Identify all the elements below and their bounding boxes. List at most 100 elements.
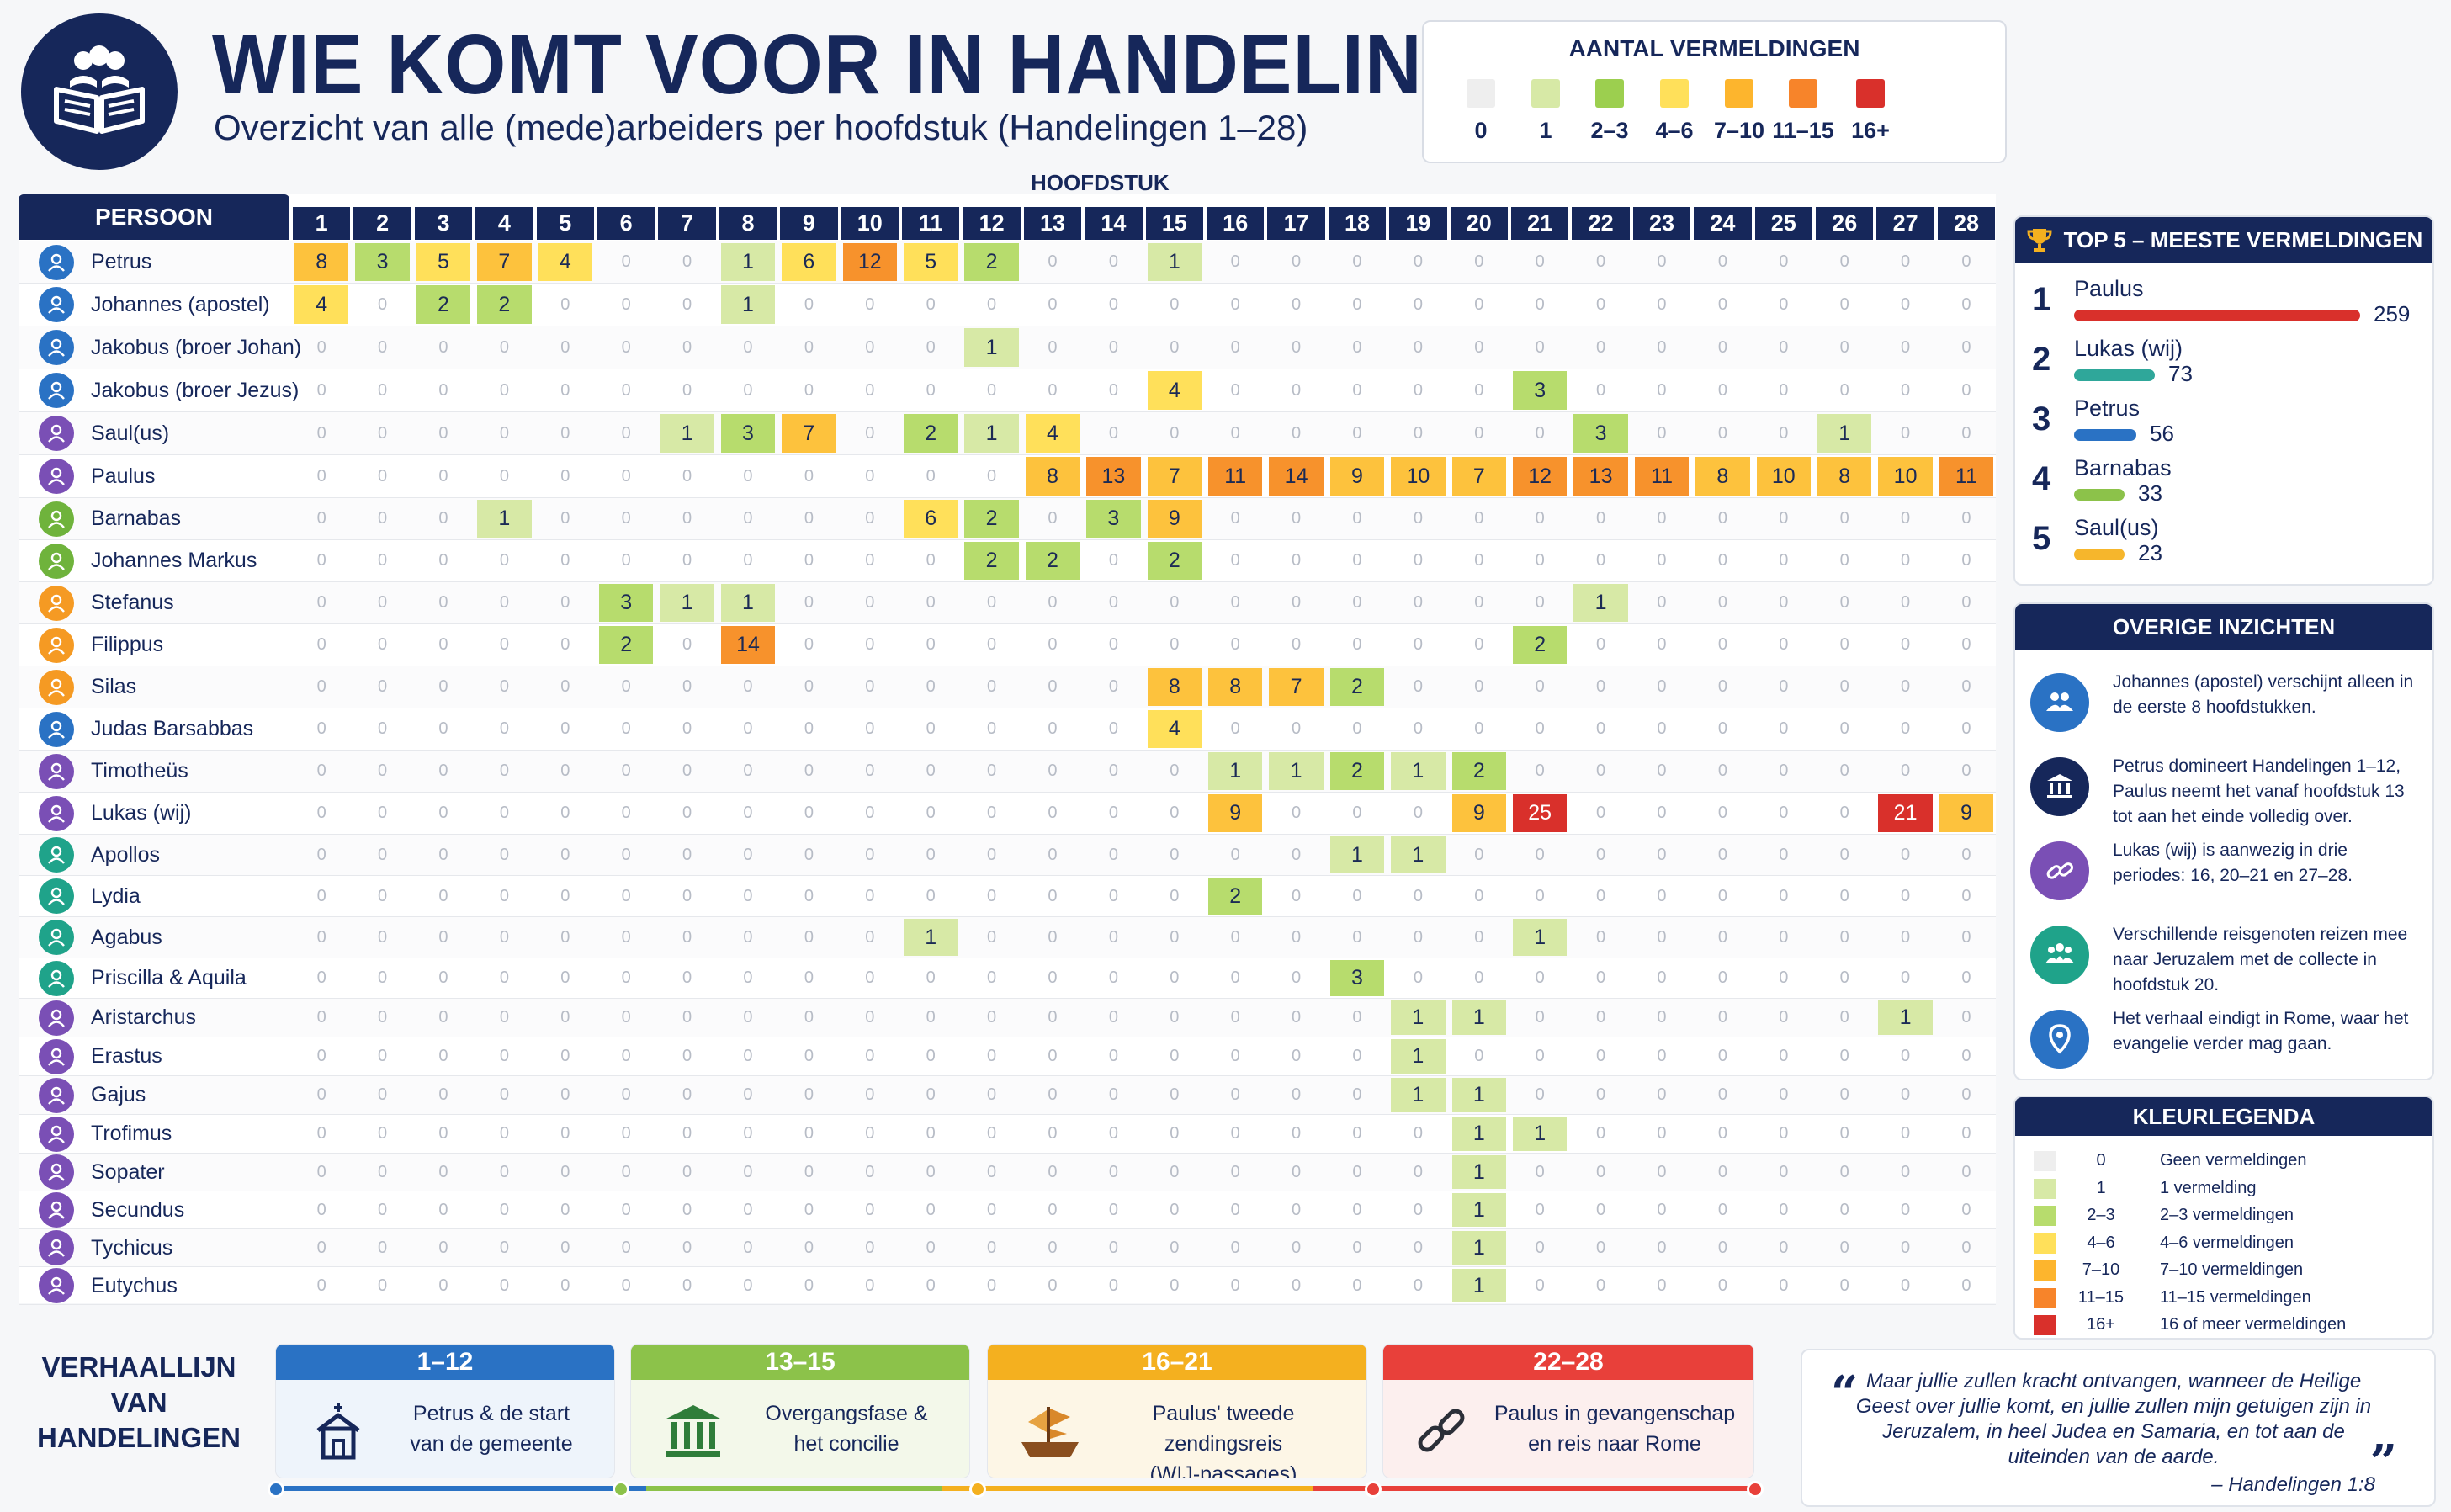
heat-cell: 0	[682, 677, 692, 696]
heat-cell: 0	[1901, 1085, 1911, 1104]
table-row: Jakobus (broer Jezus) 0 0 0 0 0 0 0 0 0 0 0 0 0 0 4 0 0 0 0…	[19, 369, 1996, 412]
heat-cell: 0	[1779, 380, 1789, 400]
heat-cell: 0	[1839, 1085, 1849, 1104]
heat-cell: 0	[1779, 509, 1789, 528]
person-name: Lydia	[91, 883, 141, 908]
quote-close-mark: ”	[2369, 1435, 2397, 1490]
heat-cell: 0	[1413, 1238, 1423, 1257]
heat-cell: 2	[1147, 542, 1202, 580]
heat-cell: 14	[1269, 457, 1324, 496]
color-legend-swatch	[2034, 1260, 2056, 1281]
heat-cell: 0	[438, 1008, 448, 1027]
person-name: Trofimus	[91, 1122, 172, 1145]
heat-cell: 0	[1230, 1276, 1240, 1295]
top5-name: Petrus	[2074, 395, 2141, 421]
person-name: Stefanus	[91, 591, 174, 614]
heat-cell: 0	[1292, 1162, 1302, 1181]
heat-cell: 0	[1717, 1124, 1727, 1143]
heat-cell: 0	[1596, 761, 1606, 780]
heat-cell: 0	[1170, 635, 1180, 654]
storyline-phase-line: het concilie	[793, 1432, 899, 1456]
heat-cell: 0	[743, 1047, 753, 1065]
heat-cell: 3	[1513, 371, 1568, 410]
heat-cell: 0	[1292, 804, 1302, 822]
storyline-phase-line: Overgangsfase &	[765, 1402, 928, 1425]
heat-cell: 0	[1839, 968, 1849, 987]
heat-cell: 0	[560, 1200, 570, 1219]
heat-cell: 0	[1596, 252, 1606, 271]
heat-cell: 0	[1535, 1008, 1545, 1027]
person-icon	[39, 373, 74, 408]
insights-header: OVERIGE INZICHTEN	[2015, 604, 2432, 650]
top5-value: 73	[2168, 361, 2193, 386]
heat-cell: 0	[560, 1085, 570, 1104]
heat-cell: 0	[1901, 294, 1911, 314]
heat-cell: 0	[1657, 719, 1667, 738]
heat-cell: 2	[964, 500, 1019, 538]
heat-cell: 0	[1352, 886, 1362, 905]
table-row: Apollos 0 0 0 0 0 0 0 0 0 0 0 0 0 0 0 0 0 1 1 0 0 0 0 0 0 0 0 0	[19, 835, 1996, 876]
person-cell: Secundus	[19, 1191, 289, 1228]
insight-text: Petrus domineert Handelingen 1–12, Paulu…	[2113, 756, 2405, 826]
heat-cell: 0	[1596, 1200, 1606, 1219]
heat-cell: 0	[1230, 1124, 1240, 1143]
heat-cell: 0	[378, 337, 388, 357]
heat-cell: 0	[378, 635, 388, 654]
heat-cell: 0	[1170, 1238, 1180, 1257]
chapter-header: 22	[1572, 207, 1630, 240]
page-title: WIE KOMT VOOR IN HANDELINGEN?	[212, 18, 1646, 112]
heat-cell: 0	[499, 968, 509, 987]
person-cell: Aristarchus	[19, 999, 289, 1037]
color-legend-row: 4–6 4–6 vermeldingen	[2034, 1230, 2421, 1257]
heat-cell: 0	[1596, 380, 1606, 400]
color-legend-value: 0	[2096, 1151, 2106, 1170]
heat-cell: 0	[1839, 677, 1849, 696]
chapter-header: 13	[1023, 207, 1082, 240]
count-legend-item: 7–10	[1706, 79, 1773, 144]
heat-cell: 0	[438, 509, 448, 528]
count-legend-swatch	[1467, 79, 1495, 108]
heat-cell: 0	[560, 1047, 570, 1065]
person-cell: Erastus	[19, 1037, 289, 1075]
chapter-header: 19	[1389, 207, 1447, 240]
heat-cell: 1	[1391, 1078, 1446, 1112]
heat-cell: 0	[1961, 294, 1971, 314]
heat-cell: 4	[1025, 414, 1080, 453]
heat-cell: 0	[1535, 593, 1545, 612]
table-row: Saul(us) 0 0 0 0 0 0 1 3 7 0 2 1 4 0 0 0 0 0 0 0 0 3 0 0 0 1 0 0	[19, 412, 1996, 455]
heat-cell: 0	[743, 927, 753, 947]
heat-cell: 0	[560, 719, 570, 738]
insights-panel: OVERIGE INZICHTEN Johannes (apostel) ver…	[2013, 602, 2434, 1080]
heat-cell: 0	[1961, 886, 1971, 905]
timeline-dot	[969, 1481, 986, 1498]
heat-cell: 0	[1717, 294, 1727, 314]
heat-cell: 1	[1391, 1000, 1446, 1035]
heat-cell: 21	[1878, 794, 1933, 832]
chapter-header: 15	[1145, 207, 1203, 240]
chapter-header: 3	[414, 207, 473, 240]
heat-cell: 0	[1596, 804, 1606, 822]
heat-cell: 0	[1961, 845, 1971, 864]
heat-cell: 0	[621, 294, 631, 314]
heat-cell: 0	[1657, 968, 1667, 987]
heat-cell: 1	[720, 243, 776, 281]
heat-cell: 0	[1779, 1008, 1789, 1027]
heat-cell: 0	[1413, 1200, 1423, 1219]
heat-cell: 0	[1292, 719, 1302, 738]
heat-cell: 0	[804, 635, 814, 654]
heat-cell: 0	[1901, 1047, 1911, 1065]
heat-cell: 0	[438, 593, 448, 612]
top5-value: 23	[2138, 540, 2162, 565]
heat-cell: 0	[804, 1200, 814, 1219]
person-icon	[39, 1038, 74, 1074]
insight-item: Lukas (wij) is aanwezig in drie periodes…	[2030, 831, 2421, 926]
heat-cell: 0	[1596, 1162, 1606, 1181]
top5-name: Lukas (wij)	[2074, 336, 2183, 361]
heat-cell: 0	[1170, 423, 1180, 443]
heat-cell: 0	[1292, 1008, 1302, 1027]
heat-cell: 0	[926, 1238, 936, 1257]
color-legend-swatch	[2034, 1315, 2056, 1335]
heat-cell: 0	[743, 1200, 753, 1219]
quote-open-mark: “	[1831, 1366, 1859, 1421]
heat-cell: 0	[682, 719, 692, 738]
